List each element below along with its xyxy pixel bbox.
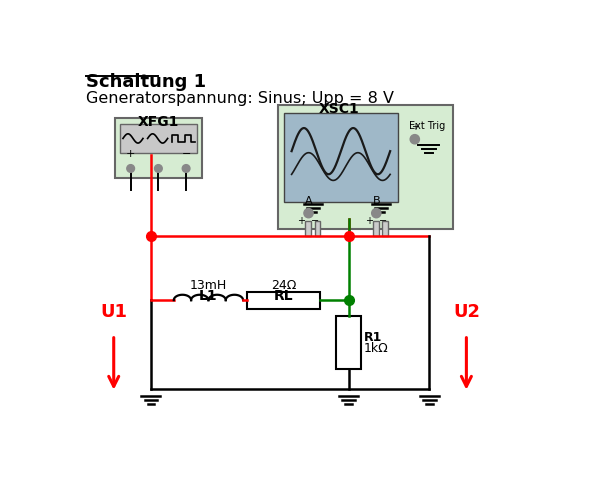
Text: +: +: [411, 121, 419, 132]
Text: A: A: [304, 196, 312, 206]
Circle shape: [372, 208, 381, 218]
Text: −: −: [311, 216, 319, 226]
Text: +: +: [365, 216, 373, 226]
Circle shape: [304, 208, 313, 218]
Text: 1kΩ: 1kΩ: [364, 342, 389, 355]
Bar: [115, 118, 202, 178]
Text: +: +: [297, 216, 305, 226]
Bar: [284, 113, 398, 202]
Text: Schaltung 1: Schaltung 1: [86, 73, 206, 91]
Text: −: −: [181, 149, 191, 159]
Text: 24Ω: 24Ω: [271, 278, 296, 291]
Circle shape: [410, 134, 419, 144]
Text: RL: RL: [274, 289, 293, 303]
Bar: [120, 124, 197, 153]
Bar: [278, 105, 453, 228]
Circle shape: [155, 165, 162, 172]
Text: L1: L1: [199, 289, 218, 303]
Bar: [373, 221, 379, 236]
Text: XSC1: XSC1: [319, 102, 360, 116]
Text: Ext Trig: Ext Trig: [409, 121, 445, 131]
Circle shape: [127, 165, 135, 172]
Text: 13mH: 13mH: [190, 278, 227, 291]
Bar: [336, 315, 361, 370]
Circle shape: [182, 165, 190, 172]
Text: XFG1: XFG1: [137, 115, 179, 129]
Text: U1: U1: [100, 303, 127, 321]
Bar: [314, 221, 320, 236]
Text: −: −: [379, 216, 386, 226]
Text: +: +: [126, 149, 135, 159]
Text: Generatorspannung: Sinus; Upp = 8 V: Generatorspannung: Sinus; Upp = 8 V: [86, 92, 394, 107]
Text: R1: R1: [364, 331, 382, 344]
Text: U2: U2: [453, 303, 480, 321]
Bar: [247, 292, 320, 309]
Text: B: B: [372, 196, 380, 206]
Bar: [306, 221, 311, 236]
Bar: [382, 221, 388, 236]
